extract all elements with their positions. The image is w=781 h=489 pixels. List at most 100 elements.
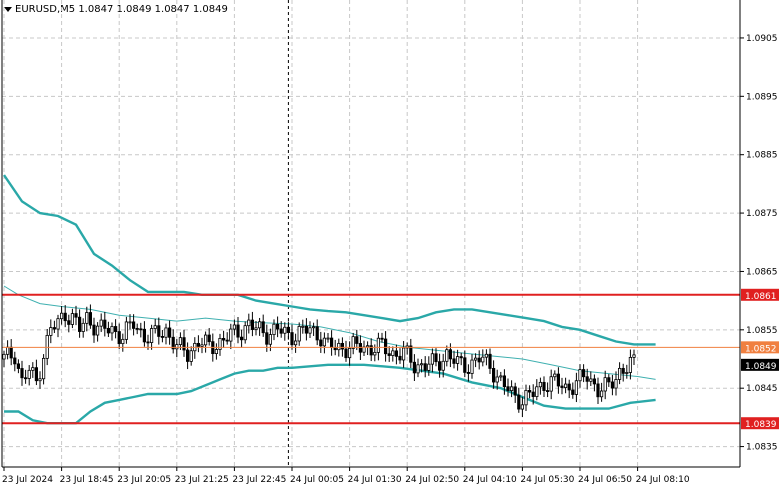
candle-body bbox=[556, 373, 561, 387]
candle-body bbox=[448, 349, 453, 360]
candle-body bbox=[546, 390, 550, 392]
candle-body bbox=[419, 363, 424, 366]
candle-body bbox=[81, 322, 85, 332]
candle-body bbox=[416, 364, 420, 374]
candle-body bbox=[632, 354, 636, 358]
candle-body bbox=[74, 313, 78, 318]
candle-body bbox=[319, 339, 323, 347]
candle-body bbox=[85, 312, 89, 324]
x-tick-label: 23 Jul 2024 bbox=[2, 475, 53, 485]
candle-body bbox=[31, 367, 35, 371]
candle-body bbox=[491, 368, 496, 383]
candle-body bbox=[128, 321, 132, 324]
candle-body bbox=[67, 320, 71, 325]
resistance-level-label: 1.0861 bbox=[745, 292, 777, 302]
candle-body bbox=[437, 361, 442, 371]
candle-body bbox=[250, 319, 254, 330]
horizontal-levels[interactable]: 1.0861 1.0852 1.0839 1.0849 bbox=[2, 288, 779, 430]
pivot-level-label: 1.0852 bbox=[745, 344, 777, 354]
candle-body bbox=[625, 372, 629, 374]
candle-body bbox=[369, 345, 373, 356]
candle-body bbox=[513, 386, 517, 396]
candle-body bbox=[477, 357, 481, 363]
candle-body bbox=[78, 316, 82, 332]
candle-body bbox=[171, 336, 175, 350]
candle-body bbox=[182, 337, 186, 351]
candle-body bbox=[42, 357, 46, 380]
candle-body bbox=[311, 326, 316, 329]
candle-body bbox=[218, 337, 222, 350]
candle-body bbox=[607, 377, 611, 383]
candle-body bbox=[333, 347, 337, 351]
candle-body bbox=[445, 349, 449, 362]
x-tick-label: 23 Jul 20:05 bbox=[117, 475, 171, 485]
candle-body bbox=[121, 338, 125, 345]
candle-body bbox=[502, 375, 507, 388]
y-tick-label: 1.0895 bbox=[746, 92, 778, 102]
candle-body bbox=[257, 321, 262, 329]
candle-body bbox=[96, 325, 100, 336]
candle-body bbox=[337, 342, 341, 351]
bollinger-lower-line bbox=[4, 363, 656, 425]
candle-body bbox=[243, 325, 247, 341]
candle-body bbox=[203, 334, 208, 346]
candle-body bbox=[618, 367, 622, 380]
candle-body bbox=[207, 334, 211, 343]
candle-body bbox=[621, 367, 625, 374]
candle-body bbox=[275, 323, 280, 330]
x-tick-label: 23 Jul 21:25 bbox=[175, 475, 229, 485]
candle-body bbox=[603, 377, 607, 392]
candle-body bbox=[283, 326, 287, 334]
candle-body bbox=[542, 381, 546, 391]
candle-body bbox=[229, 328, 233, 342]
x-tick-label: 24 Jul 06:50 bbox=[578, 475, 632, 485]
candle-body bbox=[189, 350, 193, 362]
candle-body bbox=[452, 358, 456, 364]
dropdown-triangle-icon[interactable] bbox=[4, 6, 12, 12]
candle-body bbox=[344, 348, 348, 359]
candle-body bbox=[355, 336, 359, 344]
candle-body bbox=[2, 353, 6, 360]
candle-body bbox=[441, 360, 445, 371]
candle-body bbox=[509, 386, 514, 391]
candle-body bbox=[351, 336, 355, 349]
y-tick-label: 1.0875 bbox=[746, 209, 778, 219]
candle-body bbox=[499, 375, 503, 378]
candle-body bbox=[394, 350, 399, 357]
y-tick-label: 1.0865 bbox=[746, 267, 778, 277]
candle-body bbox=[628, 357, 633, 373]
y-tick-label: 1.0845 bbox=[746, 384, 778, 394]
candle-body bbox=[160, 336, 164, 338]
candle-body bbox=[261, 321, 265, 334]
candle-body bbox=[553, 373, 557, 378]
candle-body bbox=[549, 376, 553, 392]
candle-body bbox=[430, 353, 435, 365]
candle-body bbox=[401, 347, 406, 361]
candle-body bbox=[347, 348, 352, 359]
candle-body bbox=[304, 325, 309, 334]
candle-body bbox=[589, 378, 593, 382]
candle-body bbox=[488, 353, 492, 369]
candle-body bbox=[149, 328, 154, 343]
candle-body bbox=[434, 353, 438, 363]
current-price-tag bbox=[741, 358, 779, 371]
support-level-tag bbox=[741, 417, 779, 430]
candle-body bbox=[528, 389, 532, 393]
candle-body bbox=[538, 381, 543, 388]
candle-body bbox=[49, 327, 53, 336]
pivot-level-tag bbox=[741, 341, 779, 354]
candle-body bbox=[470, 359, 474, 374]
candle-body bbox=[117, 331, 121, 345]
candle-body bbox=[582, 369, 586, 378]
resistance-level-tag bbox=[741, 288, 779, 301]
candle-body bbox=[574, 380, 579, 395]
candle-body bbox=[520, 404, 525, 410]
candle-body bbox=[272, 323, 276, 335]
candle-body bbox=[157, 325, 161, 337]
candle-body bbox=[571, 389, 575, 395]
ohlc-values: 1.0847 1.0849 1.0847 1.0849 bbox=[78, 4, 228, 15]
candle-body bbox=[247, 319, 251, 327]
candle-body bbox=[564, 383, 568, 388]
candle-body bbox=[200, 344, 204, 347]
